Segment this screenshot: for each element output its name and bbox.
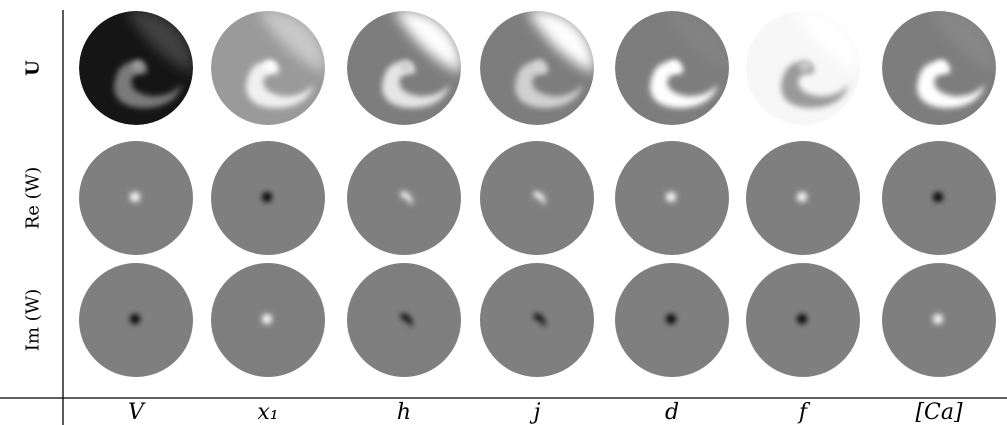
col-label-x1: x₁ xyxy=(257,400,279,425)
col-label-h: h xyxy=(396,400,412,425)
panel-re-x1 xyxy=(211,141,325,255)
panel-im-ca xyxy=(882,263,996,377)
panel-u-h xyxy=(347,11,461,125)
panel-im-d xyxy=(615,263,729,377)
row-label-u: U xyxy=(22,60,44,76)
panel-re-d xyxy=(615,141,729,255)
col-label-v: V xyxy=(128,400,144,425)
row-label-im-w: Im (W) xyxy=(22,288,44,352)
panel-re-h xyxy=(347,141,461,255)
panel-re-f xyxy=(746,141,860,255)
row-label-re-w: Re (W) xyxy=(22,166,44,230)
panel-u-d xyxy=(615,11,729,125)
col-label-f: f xyxy=(798,400,808,425)
panel-im-f xyxy=(746,263,860,377)
panel-re-ca xyxy=(882,141,996,255)
col-label-j: j xyxy=(533,400,541,425)
col-label-ca: [Ca] xyxy=(915,400,963,425)
panel-im-x1 xyxy=(211,263,325,377)
panel-im-h xyxy=(347,263,461,377)
panel-u-j xyxy=(480,11,594,125)
col-label-d: d xyxy=(664,400,680,425)
panel-re-j xyxy=(480,141,594,255)
panel-im-v xyxy=(79,263,193,377)
panel-re-v xyxy=(79,141,193,255)
panel-u-f xyxy=(746,11,860,125)
panel-u-ca xyxy=(882,11,996,125)
panel-u-v xyxy=(79,11,193,125)
panel-u-x1 xyxy=(211,11,325,125)
panel-im-j xyxy=(480,263,594,377)
